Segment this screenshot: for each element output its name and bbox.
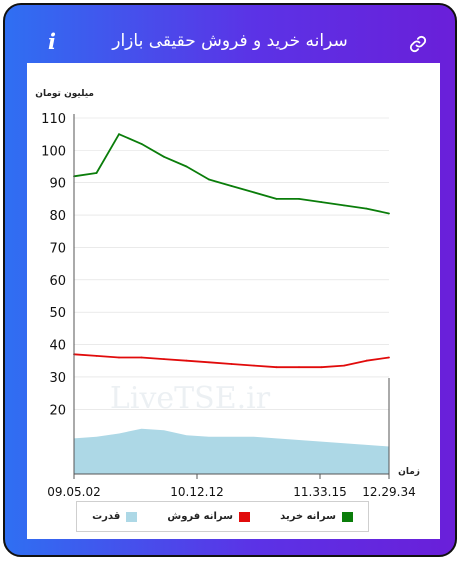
y-tick-label: 40 <box>49 339 66 354</box>
data-point <box>275 366 278 369</box>
x-axis-title: زمان <box>398 467 420 477</box>
y-tick-label: 100 <box>41 144 66 159</box>
legend-swatch-sell <box>239 511 250 522</box>
legend-swatch-buy <box>341 511 353 522</box>
line-layer <box>73 133 390 369</box>
legend-item-buy[interactable]: سرانه خرید <box>280 511 353 522</box>
data-point <box>163 358 165 360</box>
chart-title: سرانه خرید و فروش حقیقی بازار <box>112 31 348 51</box>
data-point <box>388 356 390 359</box>
x-tick-label: 09.05.02 <box>47 485 100 499</box>
data-point <box>185 165 188 168</box>
series-line-buy[interactable] <box>73 133 390 215</box>
data-point <box>275 198 278 200</box>
info-icon[interactable]: i <box>48 29 56 54</box>
legend-label-power: قدرت <box>92 511 121 522</box>
series-area-power[interactable] <box>74 428 389 474</box>
data-point <box>365 207 368 210</box>
legend: سرانه خرید سرانه فروش قدرت <box>76 501 369 532</box>
data-point <box>343 364 345 367</box>
data-point <box>320 366 323 369</box>
legend-item-power[interactable]: قدرت <box>92 511 138 522</box>
data-point <box>230 363 233 365</box>
data-point <box>118 356 120 359</box>
y-tick-label: 90 <box>49 177 66 192</box>
data-point <box>140 356 143 359</box>
data-point <box>95 172 98 174</box>
y-tick-label: 30 <box>49 371 66 386</box>
header: i سرانه خرید و فروش حقیقی بازار <box>5 5 455 63</box>
y-tick-label: 20 <box>49 403 66 418</box>
watermark: LiveTSE.ir <box>110 381 271 416</box>
data-point <box>208 361 210 364</box>
legend-item-sell[interactable]: سرانه فروش <box>167 511 250 522</box>
data-point <box>365 359 368 362</box>
data-point <box>298 366 300 369</box>
y-tick-label: 60 <box>49 274 66 289</box>
y-tick-label: 70 <box>49 241 66 256</box>
data-point <box>230 185 233 187</box>
data-point <box>185 359 188 362</box>
data-point <box>298 198 300 200</box>
y-tick-label: 110 <box>41 112 66 127</box>
data-point <box>140 143 143 145</box>
y-tick-label: 80 <box>49 209 66 224</box>
area-layer <box>74 428 389 474</box>
data-point <box>320 201 323 204</box>
data-point <box>253 364 255 367</box>
x-tick-label: 12.29.34 <box>362 485 415 499</box>
x-tick-label: 11.33.15 <box>293 485 346 499</box>
legend-label-buy: سرانه خرید <box>280 511 336 522</box>
x-tick-label: 10.12.12 <box>170 485 223 499</box>
grid-layer <box>74 117 389 410</box>
legend-swatch-power <box>126 511 138 522</box>
data-point <box>118 133 120 136</box>
link-icon[interactable] <box>409 35 427 53</box>
data-point <box>95 355 98 357</box>
y-axis-title: میلیون تومان <box>35 89 94 99</box>
data-point <box>208 178 210 181</box>
y-tick-label: 50 <box>49 306 66 321</box>
data-point <box>388 212 390 215</box>
data-point <box>253 191 255 194</box>
axis-layer: 20 30 40 50 60 70 80 90 100 110 09.05.02 10.12.12 11… <box>41 112 416 499</box>
legend-label-sell: سرانه فروش <box>167 511 233 522</box>
data-point <box>163 155 165 158</box>
series-line-sell[interactable] <box>73 353 390 369</box>
data-point <box>343 204 345 207</box>
